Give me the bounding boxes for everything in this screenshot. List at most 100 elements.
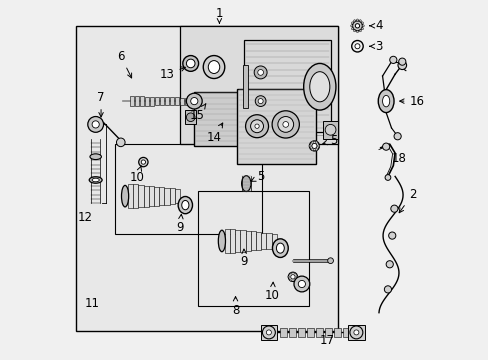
Text: 9: 9	[176, 214, 183, 234]
Bar	[159, 187, 164, 205]
Circle shape	[287, 276, 289, 278]
Text: 11: 11	[84, 297, 100, 310]
Circle shape	[327, 258, 333, 264]
Circle shape	[296, 276, 297, 278]
Circle shape	[289, 280, 291, 281]
Circle shape	[325, 125, 335, 135]
Bar	[143, 185, 148, 207]
Bar	[229, 229, 235, 253]
Bar	[164, 97, 169, 105]
Circle shape	[361, 28, 363, 30]
Circle shape	[255, 96, 265, 107]
Circle shape	[384, 286, 391, 293]
Circle shape	[397, 61, 406, 69]
Circle shape	[294, 273, 295, 274]
Text: 5: 5	[322, 134, 337, 147]
Ellipse shape	[178, 197, 192, 214]
Circle shape	[352, 21, 362, 31]
Circle shape	[353, 20, 355, 22]
Circle shape	[390, 205, 397, 212]
Circle shape	[254, 66, 266, 79]
Bar	[190, 98, 194, 104]
Bar	[261, 233, 266, 249]
Bar	[140, 96, 144, 106]
Bar	[155, 97, 159, 105]
Ellipse shape	[121, 185, 128, 207]
Circle shape	[359, 20, 361, 22]
Bar	[148, 186, 154, 206]
Circle shape	[393, 133, 400, 140]
Bar	[133, 184, 138, 208]
Circle shape	[257, 69, 263, 75]
Bar	[244, 40, 330, 132]
Circle shape	[310, 149, 313, 151]
Circle shape	[88, 117, 103, 132]
Bar	[343, 328, 349, 337]
Circle shape	[183, 55, 198, 71]
Circle shape	[298, 280, 305, 288]
Text: 1: 1	[215, 7, 223, 23]
Bar	[323, 121, 337, 139]
Circle shape	[315, 149, 317, 151]
Circle shape	[186, 113, 195, 122]
Circle shape	[294, 280, 295, 281]
Circle shape	[290, 275, 294, 279]
Circle shape	[382, 143, 389, 150]
Ellipse shape	[309, 72, 329, 102]
Bar	[240, 230, 245, 252]
Bar	[242, 65, 247, 108]
Bar	[224, 229, 229, 253]
Circle shape	[271, 111, 299, 138]
Ellipse shape	[90, 154, 101, 159]
Bar	[180, 26, 337, 144]
Text: 14: 14	[206, 123, 222, 144]
Bar	[89, 118, 102, 131]
Text: 18: 18	[390, 152, 406, 165]
Bar	[149, 96, 154, 105]
Circle shape	[293, 276, 309, 292]
Circle shape	[289, 273, 291, 274]
Bar	[184, 98, 189, 104]
Ellipse shape	[92, 178, 99, 182]
Text: 13: 13	[160, 67, 185, 81]
Bar	[325, 328, 331, 337]
Circle shape	[389, 56, 396, 63]
Text: 8: 8	[231, 297, 239, 317]
Circle shape	[309, 141, 319, 151]
Bar	[194, 92, 244, 146]
Bar	[298, 328, 304, 337]
Bar	[255, 232, 261, 250]
Text: 10: 10	[129, 166, 144, 184]
Bar	[271, 234, 276, 248]
Circle shape	[116, 138, 125, 147]
Circle shape	[361, 22, 363, 24]
Circle shape	[311, 143, 316, 148]
Circle shape	[254, 124, 259, 129]
Bar	[128, 184, 133, 208]
Bar	[235, 230, 240, 252]
Circle shape	[350, 25, 352, 27]
Bar	[138, 185, 143, 207]
Text: 16: 16	[399, 95, 424, 108]
Circle shape	[308, 145, 310, 147]
Bar	[198, 191, 308, 306]
Ellipse shape	[89, 177, 102, 183]
Circle shape	[310, 141, 313, 143]
Circle shape	[282, 122, 288, 127]
Bar	[160, 97, 164, 105]
Circle shape	[388, 232, 395, 239]
Bar	[169, 97, 174, 105]
Circle shape	[362, 25, 364, 27]
Bar	[306, 328, 313, 337]
Bar	[185, 110, 196, 125]
Bar	[175, 97, 179, 105]
Circle shape	[354, 44, 359, 49]
Circle shape	[139, 157, 148, 167]
Bar	[348, 325, 364, 339]
Circle shape	[386, 261, 392, 268]
Circle shape	[351, 22, 353, 24]
Text: 10: 10	[264, 282, 279, 302]
Bar	[164, 188, 169, 204]
Circle shape	[186, 59, 195, 68]
Bar	[129, 96, 134, 106]
